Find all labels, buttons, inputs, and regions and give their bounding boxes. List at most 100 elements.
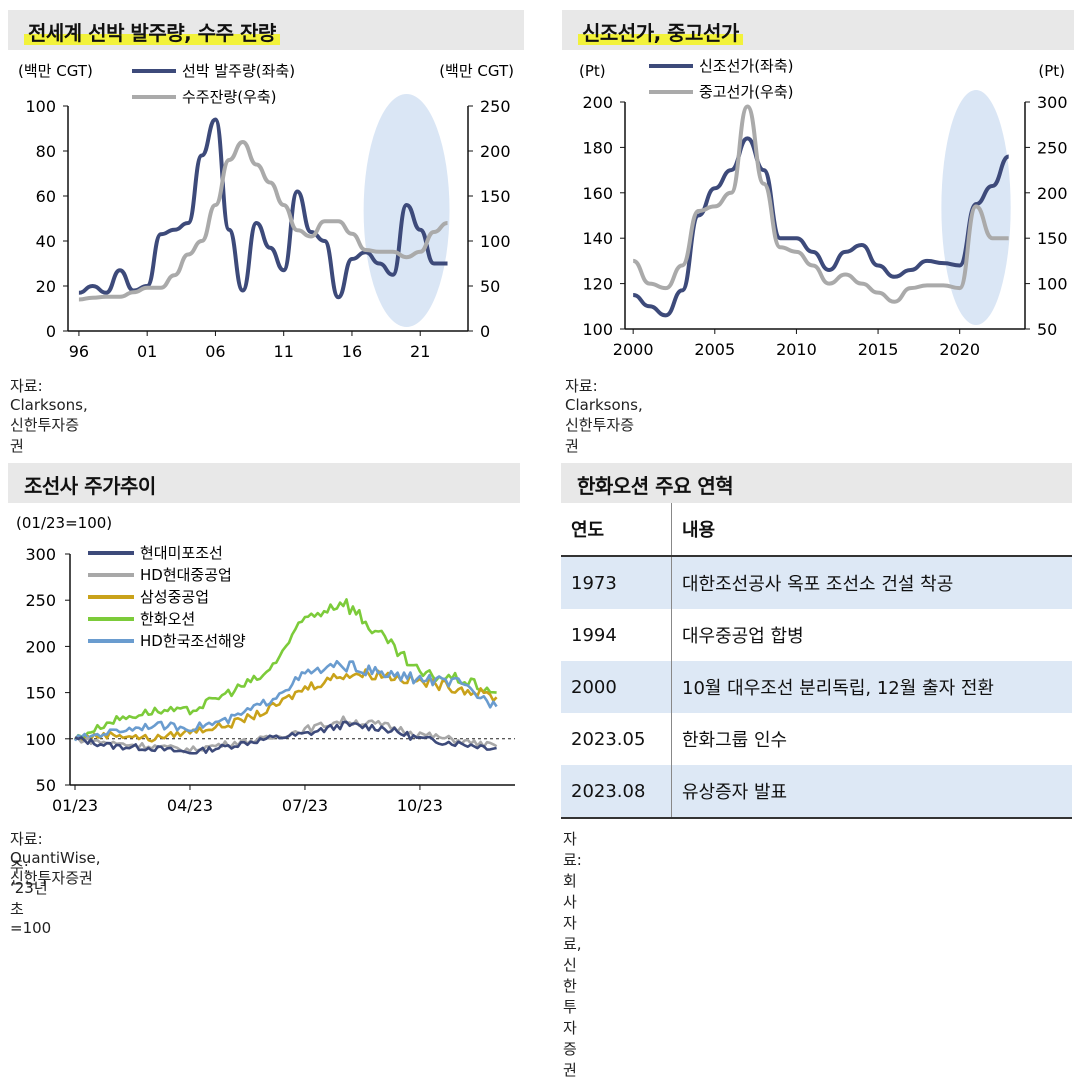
row-content: 유상증자 발표 (671, 765, 1072, 819)
y-tick-label-right: 50 (1037, 320, 1057, 339)
x-tick-label: 04/23 (167, 796, 213, 815)
x-tick-label: 01/23 (52, 796, 98, 815)
y-tick-label-right: 150 (480, 187, 511, 206)
panel-title: 전세계 선박 발주량, 수주 잔량 (24, 17, 280, 46)
panel-title: 신조선가, 중고선가 (578, 17, 743, 46)
y-tick-label-right: 100 (1037, 275, 1068, 294)
x-tick-label: 2000 (613, 340, 654, 359)
series-line (74, 720, 497, 755)
row-content: 한화그룹 인수 (682, 730, 788, 751)
table-header-row: 연도 내용 (561, 503, 1072, 557)
y-tick-label-left: 120 (582, 275, 613, 294)
y-tick-label-left: 160 (582, 184, 613, 203)
y-tick-label: 250 (25, 591, 56, 610)
y-tick-label: 300 (25, 545, 56, 564)
legend-label: 수주잔량(우축) (182, 88, 277, 106)
left-unit-label: (Pt) (579, 62, 606, 80)
footnote: 주: ‘23년 초=100 (10, 858, 52, 937)
row-year: 1973 (561, 556, 672, 609)
source-note: 자료: Clarksons, 신한투자증권 (10, 377, 88, 455)
row-year: 2000 (561, 661, 672, 713)
table-row: 2023.05 한화그룹 인수 (561, 713, 1072, 765)
x-tick-label: 96 (69, 342, 89, 361)
right-unit-label: (Pt) (1038, 62, 1065, 80)
table-row: 1994 대우중공업 합병 (561, 609, 1072, 661)
x-tick-label: 16 (342, 342, 362, 361)
legend-label: 삼성중공업 (140, 588, 209, 606)
row-year: 1994 (561, 609, 672, 661)
panel-header: 신조선가, 중고선가 (562, 10, 1074, 50)
panel-title: 한화오션 주요 연혁 (577, 474, 734, 498)
x-tick-label: 07/23 (282, 796, 328, 815)
history-table: 연도 내용 1973 대한조선공사 옥포 조선소 건설 착공 1994 대우중공… (561, 503, 1072, 819)
y-tick-label-left: 100 (582, 320, 613, 339)
y-tick-label-right: 300 (1037, 93, 1068, 112)
col-content-header: 내용 (671, 503, 1072, 557)
y-tick-label-left: 200 (582, 93, 613, 112)
panel-title: 조선사 주가추이 (24, 474, 156, 498)
legend-label: 한화오션 (140, 610, 195, 628)
x-tick-label: 10/23 (397, 796, 443, 815)
y-tick-label-right: 250 (480, 97, 511, 116)
series-line (73, 660, 498, 742)
row-content: 대우중공업 합병 (682, 626, 804, 647)
legend-label: 신조선가(좌축) (699, 57, 794, 75)
legend-label: 선박 발주량(좌축) (182, 62, 295, 80)
unit-label: (01/23=100) (16, 514, 112, 532)
series-line (632, 104, 1009, 304)
y-tick-label-left: 60 (36, 187, 56, 206)
y-tick-label-right: 200 (1037, 184, 1068, 203)
table-row: 1973 대한조선공사 옥포 조선소 건설 착공 (561, 556, 1072, 609)
y-tick-label: 150 (25, 684, 56, 703)
x-tick-label: 2015 (858, 340, 899, 359)
x-tick-label: 11 (274, 342, 294, 361)
panel-header: 한화오션 주요 연혁 (561, 463, 1072, 503)
x-tick-label: 06 (205, 342, 225, 361)
y-tick-label-right: 0 (480, 322, 490, 341)
x-tick-label: 01 (137, 342, 157, 361)
panel-header: 조선사 주가추이 (8, 463, 520, 503)
x-tick-label: 21 (410, 342, 430, 361)
y-tick-label-left: 20 (36, 277, 56, 296)
legend-label: 중고선가(우축) (699, 83, 794, 101)
stock-prices-chart: (01/23=100) 50 100 150 200 250 300 01/23 04/23 07… (16, 514, 515, 815)
y-tick-label-left: 40 (36, 232, 56, 251)
y-tick-label-right: 150 (1037, 229, 1068, 248)
x-tick-label: 2005 (694, 340, 735, 359)
row-year: 2023.08 (561, 765, 672, 819)
row-content: 10월 대우조선 분리독립, 12월 출자 전환 (671, 661, 1072, 713)
y-tick-label-right: 200 (480, 142, 511, 161)
x-tick-label: 2010 (776, 340, 817, 359)
y-tick-label-left: 100 (25, 97, 56, 116)
panel-header: 전세계 선박 발주량, 수주 잔량 (8, 10, 524, 50)
y-tick-label-left: 0 (46, 322, 56, 341)
series-line (78, 140, 448, 302)
y-tick-label-right: 100 (480, 232, 511, 251)
left-unit-label: (백만 CGT) (18, 62, 93, 80)
orders-backlog-chart: (백만 CGT) (백만 CGT) 0 20 40 60 80 100 0 50 100 150 200… (18, 62, 514, 361)
legend-label: 현대미포조선 (140, 544, 223, 562)
y-tick-label-left: 140 (582, 229, 613, 248)
ship-prices-chart: (Pt) (Pt) 100 120 140 160 180 200 50 100 150 200 250… (579, 57, 1068, 359)
source-note: 자료: QuantiWise, 신한투자증권 (10, 830, 101, 887)
source-note: 자료: 회사 자료, 신한투자증권 (563, 830, 582, 1079)
x-tick-label: 2020 (939, 340, 980, 359)
legend-label: HD현대중공업 (140, 566, 232, 584)
y-tick-label-right: 50 (480, 277, 500, 296)
series-line (74, 668, 498, 743)
source-note: 자료: Clarksons, 신한투자증권 (565, 377, 643, 455)
y-tick-label: 100 (25, 730, 56, 749)
y-tick-label-left: 180 (582, 138, 613, 157)
table-row: 2023.08 유상증자 발표 (561, 765, 1072, 819)
right-unit-label: (백만 CGT) (439, 62, 514, 80)
y-tick-label-right: 250 (1037, 138, 1068, 157)
row-year: 2023.05 (561, 713, 672, 765)
table-row: 2000 10월 대우조선 분리독립, 12월 출자 전환 (561, 661, 1072, 713)
y-tick-label: 200 (25, 637, 56, 656)
y-tick-label: 50 (36, 776, 56, 795)
legend-label: HD한국조선해양 (140, 632, 246, 650)
col-year-header: 연도 (561, 503, 672, 557)
row-content: 대한조선공사 옥포 조선소 건설 착공 (671, 556, 1072, 609)
y-tick-label-left: 80 (36, 142, 56, 161)
series-line (73, 598, 497, 741)
